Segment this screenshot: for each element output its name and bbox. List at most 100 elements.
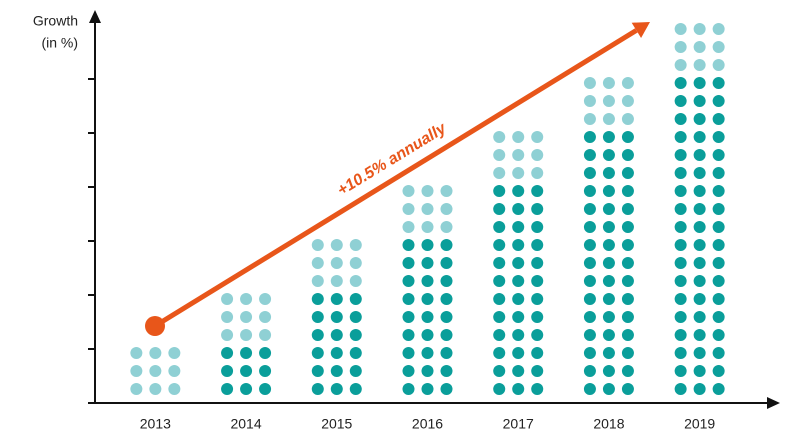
dot bbox=[531, 293, 544, 305]
x-tick-label: 2019 bbox=[684, 416, 715, 432]
dot bbox=[712, 167, 725, 179]
dot bbox=[674, 275, 687, 287]
dot bbox=[693, 365, 706, 377]
dot bbox=[349, 329, 362, 341]
dot bbox=[349, 275, 362, 287]
dot bbox=[583, 131, 596, 143]
dot bbox=[583, 167, 596, 179]
dot bbox=[621, 167, 634, 179]
dot bbox=[330, 365, 343, 377]
y-axis-arrow bbox=[89, 10, 101, 23]
dot bbox=[259, 347, 272, 359]
dot bbox=[531, 257, 544, 269]
dot bbox=[583, 329, 596, 341]
dot bbox=[531, 149, 544, 161]
dot bbox=[621, 221, 634, 233]
dot bbox=[712, 149, 725, 161]
dot bbox=[674, 257, 687, 269]
dot bbox=[330, 275, 343, 287]
dot bbox=[602, 185, 615, 197]
dot-segment bbox=[583, 77, 634, 125]
dot bbox=[402, 185, 415, 197]
dot bbox=[693, 293, 706, 305]
dot-segment bbox=[130, 347, 181, 395]
dot bbox=[674, 329, 687, 341]
dot bbox=[531, 365, 544, 377]
dot bbox=[240, 311, 253, 323]
dot bbox=[621, 239, 634, 251]
dot bbox=[440, 203, 453, 215]
dot bbox=[621, 347, 634, 359]
x-tick-label: 2017 bbox=[503, 416, 534, 432]
dot bbox=[493, 383, 506, 395]
dot bbox=[674, 203, 687, 215]
dot bbox=[440, 311, 453, 323]
dot bbox=[583, 203, 596, 215]
dot bbox=[531, 347, 544, 359]
dot bbox=[583, 365, 596, 377]
dot bbox=[621, 149, 634, 161]
dot bbox=[674, 23, 687, 35]
dot bbox=[493, 221, 506, 233]
dot bbox=[583, 311, 596, 323]
dot bbox=[221, 329, 234, 341]
dot bbox=[349, 383, 362, 395]
dot bbox=[583, 275, 596, 287]
dot-segment bbox=[402, 185, 453, 233]
dot bbox=[602, 365, 615, 377]
dot bbox=[493, 293, 506, 305]
dot bbox=[330, 239, 343, 251]
dot bbox=[402, 203, 415, 215]
dot bbox=[311, 383, 324, 395]
dot bbox=[583, 149, 596, 161]
dot bbox=[221, 311, 234, 323]
dot bbox=[259, 311, 272, 323]
dot-segment bbox=[674, 77, 725, 395]
dot bbox=[712, 239, 725, 251]
dot bbox=[693, 59, 706, 71]
dot bbox=[349, 365, 362, 377]
dot bbox=[421, 365, 434, 377]
dot bbox=[712, 347, 725, 359]
dot bbox=[221, 347, 234, 359]
dot bbox=[621, 131, 634, 143]
dot bbox=[693, 167, 706, 179]
dot bbox=[221, 365, 234, 377]
dot bbox=[602, 275, 615, 287]
dot bbox=[712, 329, 725, 341]
dot bbox=[493, 239, 506, 251]
dot-segment bbox=[311, 293, 362, 395]
dot bbox=[311, 257, 324, 269]
dot bbox=[674, 41, 687, 53]
dot bbox=[602, 257, 615, 269]
dot bbox=[693, 95, 706, 107]
dot bbox=[693, 347, 706, 359]
dot bbox=[512, 383, 525, 395]
dot bbox=[712, 59, 725, 71]
dot bbox=[674, 365, 687, 377]
dot bbox=[531, 383, 544, 395]
dot bbox=[583, 185, 596, 197]
dot bbox=[602, 203, 615, 215]
dot bbox=[583, 239, 596, 251]
dot bbox=[693, 23, 706, 35]
dot bbox=[512, 365, 525, 377]
dot bbox=[130, 347, 143, 359]
dot bbox=[240, 293, 253, 305]
dot bbox=[149, 347, 162, 359]
dot bbox=[493, 329, 506, 341]
dot bbox=[621, 365, 634, 377]
dot bbox=[240, 347, 253, 359]
dot bbox=[421, 293, 434, 305]
dot bbox=[402, 239, 415, 251]
dot bbox=[712, 185, 725, 197]
dot bbox=[512, 275, 525, 287]
dot bbox=[493, 311, 506, 323]
x-axis-arrow bbox=[767, 397, 780, 409]
dot bbox=[602, 383, 615, 395]
dot bbox=[493, 203, 506, 215]
dot bbox=[531, 221, 544, 233]
dot bbox=[531, 239, 544, 251]
dot bbox=[402, 275, 415, 287]
dot-segment bbox=[221, 293, 272, 341]
